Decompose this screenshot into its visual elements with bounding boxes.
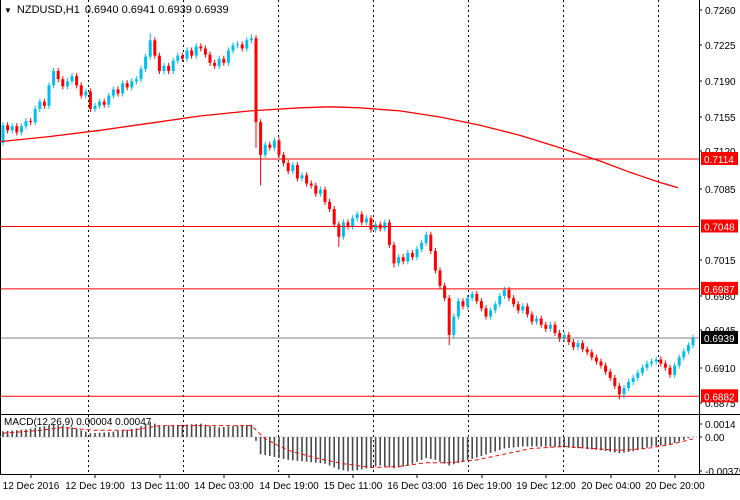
svg-text:0.7114: 0.7114 xyxy=(704,155,734,166)
svg-text:19 Dec 12:00: 19 Dec 12:00 xyxy=(516,481,576,492)
svg-text:0.6987: 0.6987 xyxy=(704,285,735,296)
macd-indicator-label: MACD(12,26,9) 0.00004 0.00047 xyxy=(4,417,152,428)
svg-text:20 Dec 20:00: 20 Dec 20:00 xyxy=(645,481,705,492)
svg-text:0.7260: 0.7260 xyxy=(705,6,736,17)
svg-text:0.7085: 0.7085 xyxy=(705,185,736,196)
svg-text:0.7190: 0.7190 xyxy=(705,77,736,88)
svg-text:0.7155: 0.7155 xyxy=(705,113,736,124)
svg-text:16 Dec 19:00: 16 Dec 19:00 xyxy=(452,481,512,492)
svg-text:-0.00379: -0.00379 xyxy=(705,467,740,478)
svg-text:0.6875: 0.6875 xyxy=(705,399,736,410)
symbol-dropdown-icon[interactable]: ▼ xyxy=(4,5,12,15)
svg-text:12 Dec 19:00: 12 Dec 19:00 xyxy=(65,481,125,492)
svg-text:20 Dec 04:00: 20 Dec 04:00 xyxy=(581,481,641,492)
svg-text:15 Dec 11:00: 15 Dec 11:00 xyxy=(324,481,383,492)
svg-text:13 Dec 11:00: 13 Dec 11:00 xyxy=(131,481,190,492)
svg-text:14 Dec 03:00: 14 Dec 03:00 xyxy=(194,481,254,492)
chart-title-bar: ▼ NZDUSD,H1 0.6940 0.6941 0.6939 0.6939 xyxy=(4,4,229,16)
ohlc-values: 0.6940 0.6941 0.6939 0.6939 xyxy=(84,4,229,16)
svg-text:16 Dec 03:00: 16 Dec 03:00 xyxy=(387,481,447,492)
svg-text:0.00: 0.00 xyxy=(705,433,725,444)
svg-text:14 Dec 19:00: 14 Dec 19:00 xyxy=(259,481,319,492)
svg-text:0.7225: 0.7225 xyxy=(705,41,736,52)
svg-text:0.6882: 0.6882 xyxy=(704,392,735,403)
svg-text:0.7048: 0.7048 xyxy=(704,222,735,233)
svg-text:0.0014: 0.0014 xyxy=(705,420,736,431)
svg-text:0.6910: 0.6910 xyxy=(705,364,736,375)
symbol-title: NZDUSD,H1 xyxy=(16,4,80,16)
svg-text:12 Dec 2016: 12 Dec 2016 xyxy=(3,481,60,492)
svg-text:0.7015: 0.7015 xyxy=(705,256,736,267)
svg-text:0.6980: 0.6980 xyxy=(705,292,736,303)
svg-text:0.6939: 0.6939 xyxy=(704,334,735,345)
